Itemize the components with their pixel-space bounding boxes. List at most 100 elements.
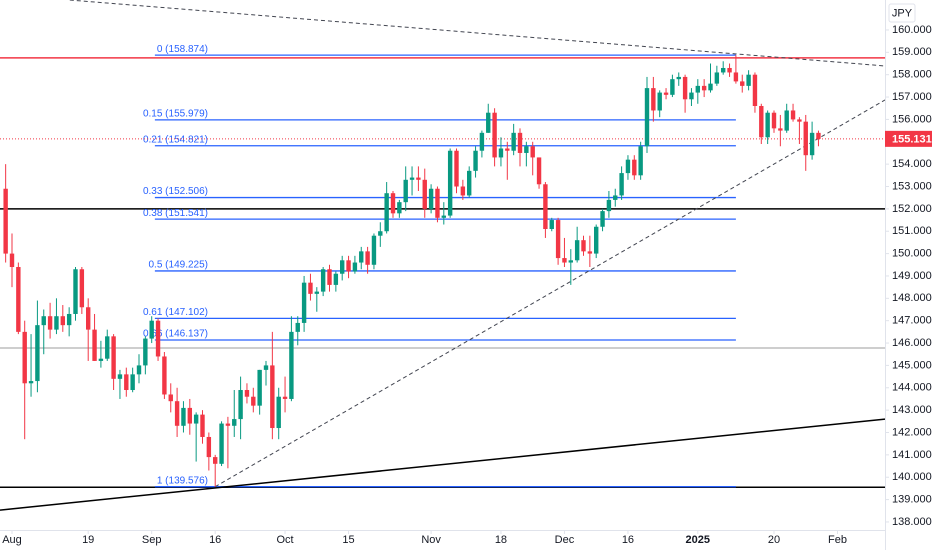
- candle-body: [378, 231, 383, 236]
- candle-body: [340, 260, 345, 274]
- y-tick-label: 159.000: [892, 46, 932, 58]
- candle-body: [613, 195, 618, 200]
- candle-body: [619, 173, 624, 196]
- candle-body: [600, 211, 605, 227]
- candle-body: [479, 132, 485, 151]
- candle-body: [143, 338, 148, 366]
- candle-body: [257, 369, 262, 406]
- y-tick-label: 138.000: [892, 516, 932, 528]
- candle-body: [308, 282, 313, 294]
- candle-body: [435, 188, 440, 218]
- x-tick-label: Dec: [555, 534, 575, 546]
- x-tick-label: 15: [342, 534, 354, 546]
- y-tick-label: 144.000: [892, 382, 932, 394]
- candle-body: [460, 186, 466, 196]
- candle-body: [549, 220, 554, 229]
- candle-body: [263, 365, 269, 370]
- x-tick-label: Aug: [2, 534, 22, 546]
- candle-body: [695, 85, 701, 93]
- trend-line: [0, 418, 886, 511]
- candle-body: [270, 365, 275, 429]
- candle-body: [352, 262, 358, 272]
- candle-body: [16, 267, 21, 332]
- candle-body: [682, 76, 688, 100]
- candle-body: [606, 199, 612, 212]
- candle-body: [244, 390, 250, 397]
- x-tick-label: 20: [768, 534, 780, 546]
- candle-body: [86, 307, 91, 330]
- candle-body: [651, 88, 656, 111]
- candle-body: [397, 202, 402, 214]
- candle-body: [320, 269, 326, 292]
- y-tick-label: 160.000: [892, 24, 932, 36]
- candle-body: [365, 251, 370, 265]
- candle-body: [219, 423, 224, 464]
- candle-body: [581, 240, 586, 252]
- candle-body: [505, 148, 510, 151]
- axes: 138.000 139.000 140.000 141.000 142.000 143.0…: [2, 24, 932, 546]
- x-tick-label: Oct: [276, 534, 293, 546]
- y-tick-label: 156.000: [892, 113, 932, 125]
- last-price-box: [885, 130, 932, 147]
- candle-body: [555, 220, 561, 259]
- y-tick-label: 150.000: [892, 248, 932, 260]
- x-tick-label: 2025: [686, 534, 710, 546]
- candle-body: [98, 358, 104, 361]
- candle-body: [454, 150, 459, 187]
- fib-label: 0.5 (149.225): [149, 260, 209, 271]
- fib-label: 0.61 (147.102): [143, 307, 208, 318]
- candle-body: [663, 92, 669, 95]
- y-tick-label: 158.000: [892, 69, 932, 81]
- candle-body: [155, 320, 161, 357]
- candle-body: [149, 320, 154, 339]
- candle-body: [327, 269, 332, 285]
- y-tick-label: 140.000: [892, 471, 932, 483]
- candle-body: [187, 407, 193, 424]
- y-tick-label: 149.000: [892, 270, 932, 282]
- candle-body: [784, 110, 789, 131]
- candle-body: [740, 81, 745, 86]
- trend-line: [69, 0, 886, 67]
- y-tick-label: 139.000: [892, 493, 932, 505]
- candle-body: [568, 260, 574, 263]
- y-tick-label: 145.000: [892, 359, 932, 371]
- candle-body: [536, 157, 542, 185]
- candle-body: [530, 146, 535, 158]
- last-price-label: 155.131: [892, 133, 932, 145]
- candle-body: [441, 215, 447, 218]
- fib-label: 0.38 (151.541): [143, 208, 208, 219]
- fib-label: 1 (139.576): [157, 475, 208, 486]
- candle-body: [181, 407, 186, 426]
- candle-body: [359, 251, 364, 263]
- candle-body: [346, 260, 351, 272]
- y-tick-label: 151.000: [892, 225, 932, 237]
- candle-body: [721, 67, 726, 73]
- candle-body: [282, 396, 288, 399]
- candle-body: [644, 88, 650, 147]
- candle-body: [816, 132, 821, 139]
- candle-body: [517, 132, 523, 153]
- price-axis-panel: [885, 0, 932, 550]
- candle-body: [66, 313, 72, 326]
- candle-body: [422, 179, 427, 209]
- candle-body: [632, 159, 637, 176]
- plot-area: 0 (158.874) 0.15 (155.979) 0.21 (154.821) 0…: [0, 0, 886, 511]
- candle-body: [447, 150, 453, 216]
- candle-body: [333, 273, 339, 285]
- candle-body: [200, 414, 205, 437]
- candle-body: [714, 72, 720, 84]
- candle-body: [562, 258, 567, 263]
- y-tick-label: 142.000: [892, 426, 932, 438]
- candle-body: [511, 132, 516, 151]
- x-tick-label: Feb: [828, 534, 847, 546]
- candle-body: [473, 150, 478, 171]
- candle-body: [594, 226, 599, 254]
- candle-body: [3, 188, 8, 254]
- candle-body: [638, 146, 643, 176]
- x-tick-label: 18: [495, 534, 507, 546]
- candle-body: [92, 329, 97, 361]
- candle-body: [162, 356, 167, 395]
- candle-body: [524, 146, 529, 153]
- y-tick-label: 141.000: [892, 449, 932, 461]
- candle-body: [467, 170, 472, 196]
